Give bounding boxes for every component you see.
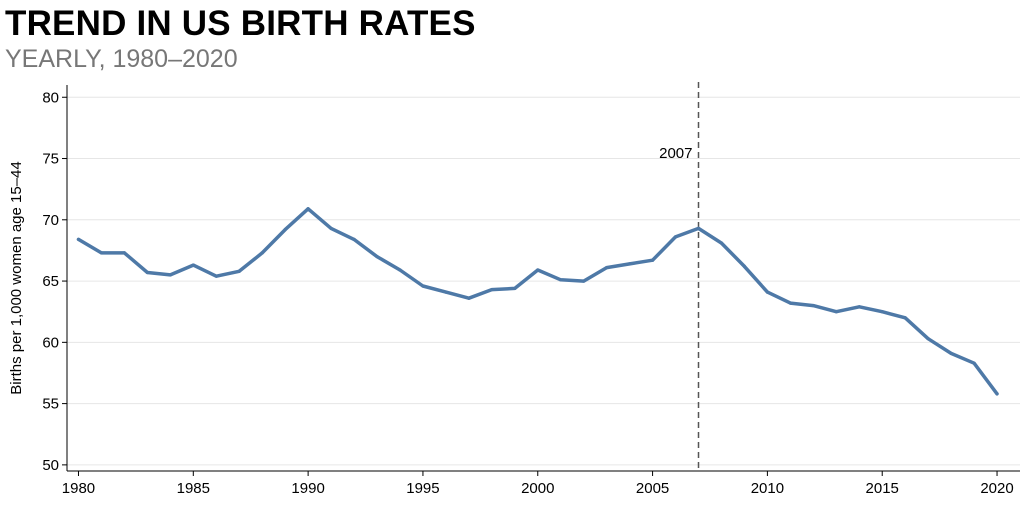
gridlines bbox=[67, 96, 1020, 466]
data-point-2009 bbox=[742, 264, 747, 268]
data-point-2017 bbox=[926, 337, 930, 341]
x-tick-label-2015: 2015 bbox=[866, 480, 899, 497]
annotation-label-2007: 2007 bbox=[659, 145, 692, 162]
data-point-1999 bbox=[513, 286, 517, 291]
data-point-1994 bbox=[398, 268, 402, 272]
data-point-2012 bbox=[811, 303, 815, 308]
series-layer bbox=[76, 207, 999, 396]
data-point-2007 bbox=[696, 226, 701, 230]
x-tick-label-1980: 1980 bbox=[62, 480, 95, 497]
data-point-1986 bbox=[214, 274, 218, 278]
y-tick-label-55: 55 bbox=[42, 396, 59, 413]
x-axis-ticks: 1980 1985 1990 1995 2000 2005 2010 2015 2020 bbox=[62, 471, 1014, 497]
x-tick-label-1990: 1990 bbox=[291, 480, 324, 497]
series-line bbox=[76, 207, 999, 396]
y-tick-label-75: 75 bbox=[42, 151, 59, 168]
y-axis-label: Births per 1,000 women age 15–44 bbox=[8, 161, 25, 395]
data-point-1991 bbox=[329, 226, 333, 230]
data-point-1997 bbox=[467, 296, 471, 300]
data-point-1989 bbox=[283, 227, 287, 232]
data-point-2000 bbox=[536, 268, 540, 272]
data-point-2019 bbox=[972, 361, 976, 365]
x-tick-label-2005: 2005 bbox=[636, 480, 669, 497]
y-tick-label-80: 80 bbox=[42, 89, 59, 106]
data-point-2003 bbox=[605, 265, 609, 270]
data-point-1985 bbox=[191, 263, 195, 267]
data-point-2002 bbox=[582, 279, 586, 283]
data-point-1990 bbox=[306, 207, 310, 211]
x-tick-label-1985: 1985 bbox=[177, 480, 210, 497]
data-point-2005 bbox=[650, 258, 655, 262]
data-point-2020 bbox=[995, 392, 999, 396]
data-point-2004 bbox=[628, 262, 632, 266]
data-point-1995 bbox=[421, 284, 425, 288]
data-point-2008 bbox=[719, 241, 724, 245]
data-point-2001 bbox=[559, 278, 563, 282]
data-point-1983 bbox=[145, 270, 149, 275]
chart-subtitle: YEARLY, 1980–2020 bbox=[5, 45, 238, 73]
x-tick-label-2020: 2020 bbox=[980, 480, 1013, 497]
data-point-2010 bbox=[765, 290, 769, 294]
data-point-2006 bbox=[673, 235, 678, 239]
data-point-2013 bbox=[834, 310, 838, 314]
data-point-1992 bbox=[352, 237, 356, 241]
y-tick-label-65: 65 bbox=[42, 273, 59, 290]
data-point-1998 bbox=[490, 288, 494, 292]
data-point-2011 bbox=[788, 301, 792, 305]
y-tick-label-70: 70 bbox=[42, 212, 59, 229]
y-tick-label-50: 50 bbox=[42, 457, 59, 474]
data-point-2016 bbox=[903, 316, 907, 320]
data-point-2018 bbox=[949, 351, 953, 355]
data-point-1980 bbox=[76, 237, 81, 241]
data-point-1982 bbox=[122, 251, 127, 255]
annotation-layer: 2007 bbox=[659, 82, 700, 471]
data-point-1993 bbox=[375, 254, 379, 259]
data-point-1988 bbox=[260, 251, 264, 255]
data-point-2014 bbox=[857, 305, 861, 309]
data-point-1984 bbox=[168, 273, 172, 277]
chart-title: TREND IN US BIRTH RATES bbox=[5, 4, 476, 43]
data-point-2015 bbox=[880, 310, 884, 314]
y-axis-ticks: 50 55 60 65 70 75 80 bbox=[42, 89, 67, 474]
x-tick-label-2000: 2000 bbox=[521, 480, 554, 497]
x-tick-label-1995: 1995 bbox=[406, 480, 439, 497]
x-tick-label-2010: 2010 bbox=[751, 480, 784, 497]
data-point-1987 bbox=[237, 269, 241, 273]
y-tick-label-60: 60 bbox=[42, 334, 59, 351]
data-point-1981 bbox=[99, 251, 104, 255]
data-point-1996 bbox=[444, 290, 448, 294]
